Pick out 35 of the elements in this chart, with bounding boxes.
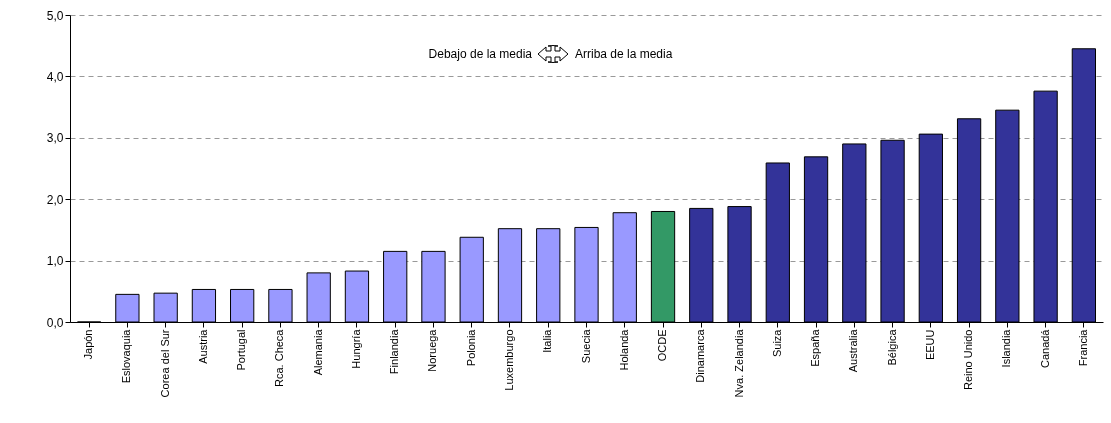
- x-tick-label: Noruega: [426, 328, 439, 372]
- x-tick-label: Dinamarca: [694, 328, 707, 383]
- x-tick-label: Reino Unido: [962, 329, 975, 391]
- x-tick-label: Suecia: [579, 328, 592, 364]
- x-tick-label: Australia: [847, 328, 860, 373]
- x-tick-label: Bélgica: [885, 328, 898, 366]
- y-tick-label: 2,0: [46, 192, 64, 207]
- y-tick-label: 4,0: [46, 69, 64, 84]
- x-tick-label: Holanda: [617, 328, 630, 371]
- y-tick-label: 3,0: [46, 131, 64, 146]
- x-tick-label: Italia: [541, 328, 554, 353]
- x-tick-label: Islandia: [1000, 328, 1013, 368]
- x-tick-label: Canadá: [1038, 328, 1051, 369]
- x-tick-label: Finlandia: [388, 328, 401, 375]
- x-tick-label: Austria: [196, 328, 209, 364]
- x-tick-label: Rca. Checa: [273, 328, 286, 387]
- x-tick-label: EEUU: [923, 329, 936, 361]
- x-tick-label: Alemania: [311, 328, 324, 376]
- y-tick-label: 5,0: [46, 8, 64, 23]
- x-tick-label: Portugal: [235, 329, 248, 371]
- x-tick-label: Suiza: [770, 328, 783, 358]
- x-tick-label: Luxemburgo: [502, 329, 515, 391]
- x-tick-label: Nva. Zelandia: [732, 328, 745, 398]
- x-tick-label: OCDE: [656, 329, 669, 362]
- annotation: Arriba de la media: [575, 47, 673, 61]
- x-tick-label: Eslovaquia: [120, 328, 133, 384]
- annotation: Debajo de la media: [428, 47, 533, 61]
- x-tick-label: Japón: [82, 329, 95, 360]
- x-tick-label: Polonia: [464, 328, 477, 367]
- y-tick-label: 1,0: [46, 254, 64, 269]
- x-tick-label: Francia: [1076, 328, 1089, 367]
- y-tick-label: 0,0: [46, 315, 64, 330]
- x-tick-label: Hungría: [349, 328, 362, 369]
- x-tick-label: Corea del Sur: [158, 329, 171, 398]
- x-tick-label: España: [809, 328, 822, 367]
